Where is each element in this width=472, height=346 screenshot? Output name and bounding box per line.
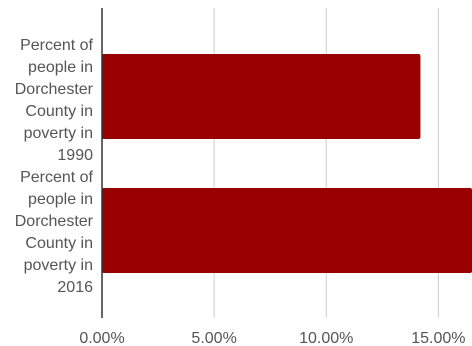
x-tick-labels: 0.00% 5.00% 10.00% 15.00% [79, 330, 465, 346]
category-label-line: people in [28, 191, 93, 208]
category-label-line: Dorchester [15, 213, 94, 230]
category-label-line: County in [25, 103, 93, 120]
category-label-line: Dorchester [15, 81, 94, 98]
category-label-line: 2016 [57, 279, 93, 296]
x-tick-label-0: 0.00% [79, 330, 124, 346]
bar-0 [102, 54, 421, 139]
category-label-line: Percent of [20, 37, 93, 54]
x-tick-label-2: 10.00% [299, 330, 353, 346]
x-tick-label-3: 15.00% [411, 330, 465, 346]
x-tick-label-1: 5.00% [191, 330, 236, 346]
category-label-line: poverty in [24, 257, 93, 274]
category-label-line: Percent of [20, 169, 93, 186]
category-label-line: 1990 [57, 147, 93, 164]
category-label-line: people in [28, 59, 93, 76]
category-labels: Percent of people in Dorchester County in po… [15, 37, 94, 296]
category-label-line: poverty in [24, 125, 93, 142]
bar-1 [102, 188, 472, 273]
category-label-0: Percent of people in Dorchester County in po… [15, 37, 94, 164]
bars [102, 54, 472, 273]
category-label-line: County in [25, 235, 93, 252]
category-label-1: Percent of people in Dorchester County in po… [15, 169, 94, 296]
